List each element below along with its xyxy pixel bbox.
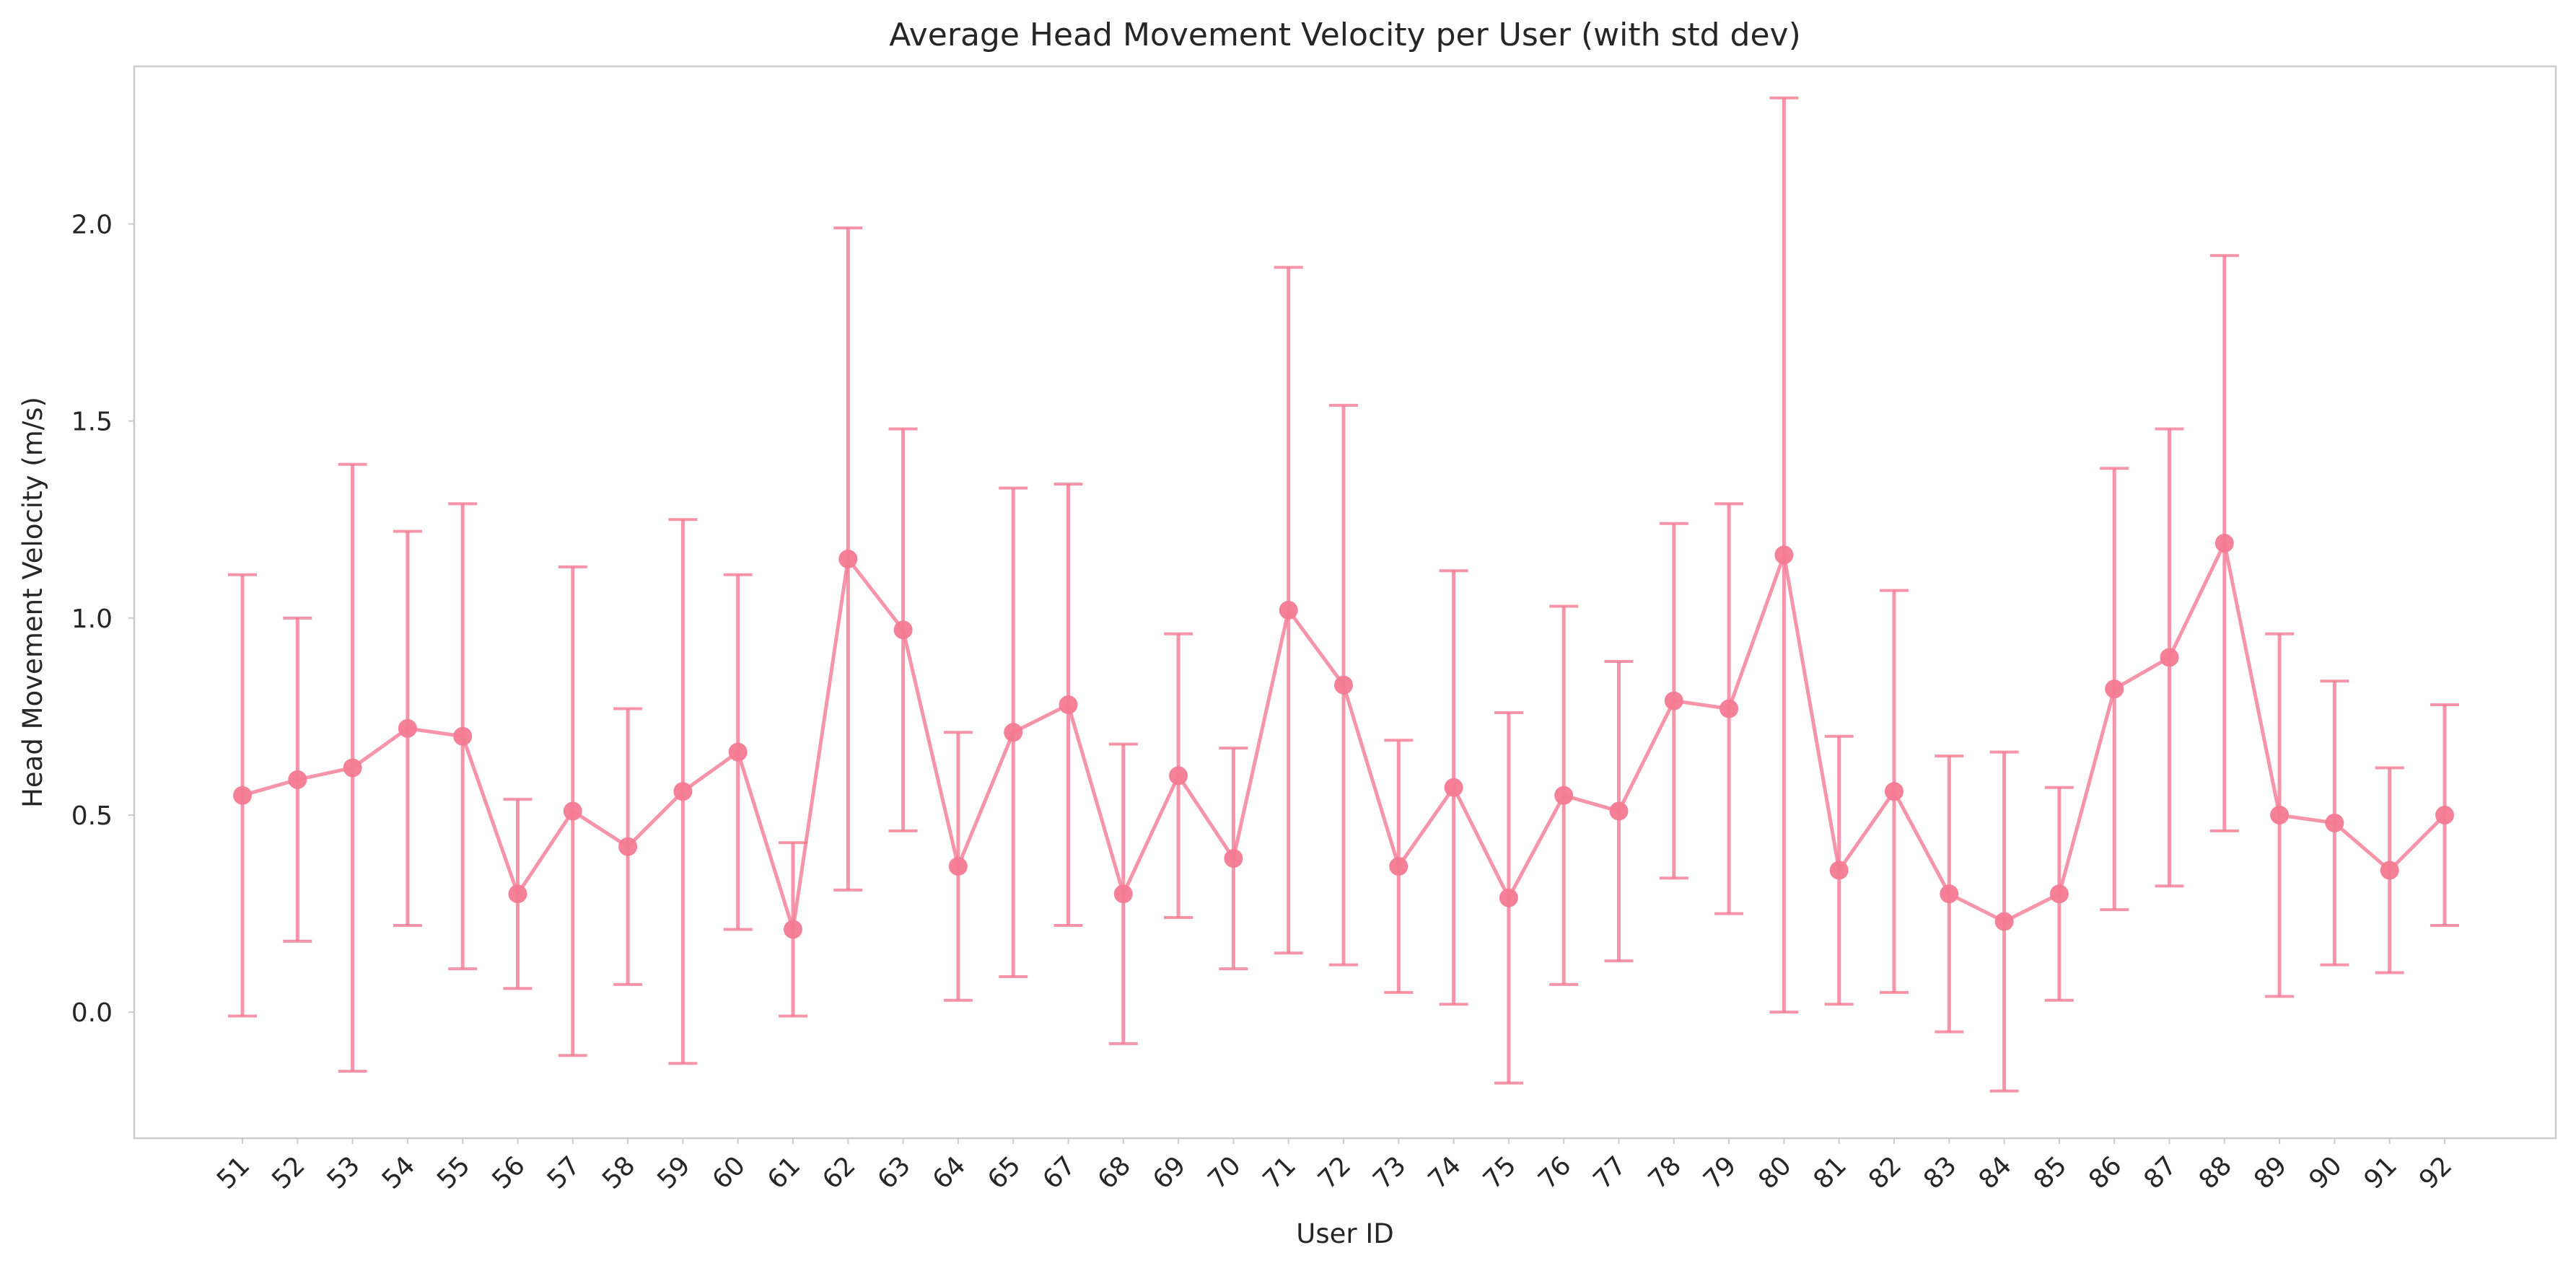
x-tick-label: 83	[1918, 1150, 1962, 1194]
x-tick-label: 82	[1863, 1150, 1907, 1194]
data-point	[1279, 600, 1298, 620]
data-point	[2049, 884, 2069, 904]
data-point	[1719, 699, 1739, 718]
x-tick-label: 88	[2194, 1150, 2238, 1194]
x-tick-label: 89	[2248, 1150, 2292, 1194]
x-tick-label: 76	[1533, 1150, 1577, 1194]
x-tick-label: 90	[2303, 1150, 2347, 1194]
data-point	[1609, 801, 1629, 821]
error-bars	[228, 96, 2459, 1093]
data-point	[673, 782, 693, 801]
x-axis-label: User ID	[1296, 1218, 1394, 1249]
y-ticks: 0.0 0.5 1.0 1.5 2.0	[71, 211, 134, 1028]
data-point	[288, 770, 307, 789]
x-tick-label: 92	[2414, 1150, 2458, 1194]
x-tick-label: 64	[927, 1150, 971, 1194]
x-tick-label: 73	[1367, 1150, 1411, 1194]
x-tick-label: 75	[1478, 1150, 1522, 1194]
x-ticks: 51 52 53 54 55 56 57 58 59 60 61 62 63 64 65 67 68 69 70 71…	[211, 1138, 2458, 1195]
x-tick-label: 84	[1973, 1150, 2018, 1194]
data-points	[233, 534, 2454, 939]
data-point	[1885, 782, 1903, 801]
x-tick-label: 80	[1753, 1150, 1797, 1194]
x-tick-label: 74	[1423, 1150, 1467, 1194]
data-point	[2325, 813, 2344, 832]
data-point	[563, 801, 582, 821]
x-tick-label: 59	[652, 1150, 696, 1194]
x-tick-label: 62	[817, 1150, 861, 1194]
data-point	[618, 837, 638, 856]
data-point	[508, 884, 527, 904]
x-tick-label: 85	[2028, 1150, 2072, 1194]
x-tick-label: 69	[1147, 1150, 1191, 1194]
data-point	[2380, 861, 2399, 880]
y-tick-label: 1.5	[71, 408, 113, 437]
data-point	[1554, 786, 1574, 805]
y-tick-label: 0.5	[71, 801, 113, 831]
x-tick-label: 77	[1587, 1150, 1631, 1194]
data-point	[1004, 723, 1023, 742]
y-tick-label: 1.0	[71, 604, 113, 634]
x-tick-label: 70	[1202, 1150, 1246, 1194]
chart-title: Average Head Movement Velocity per User …	[889, 17, 1801, 53]
data-point	[1829, 861, 1849, 880]
y-tick-label: 2.0	[71, 211, 113, 240]
data-point	[1334, 675, 1353, 695]
x-tick-label: 87	[2138, 1150, 2182, 1194]
x-tick-label: 65	[982, 1150, 1026, 1194]
y-tick-label: 0.0	[71, 998, 113, 1028]
x-tick-label: 68	[1092, 1150, 1136, 1194]
x-tick-label: 81	[1808, 1150, 1852, 1194]
x-tick-label: 71	[1258, 1150, 1302, 1194]
data-point	[1389, 857, 1409, 876]
x-tick-label: 57	[542, 1150, 586, 1194]
data-point	[893, 620, 913, 640]
x-tick-label: 78	[1643, 1150, 1687, 1194]
x-tick-label: 55	[431, 1150, 476, 1194]
plot-frame	[133, 65, 2557, 1140]
data-point	[728, 742, 748, 762]
x-tick-label: 67	[1037, 1150, 1081, 1194]
x-tick-label: 52	[266, 1150, 310, 1194]
data-point	[1113, 884, 1133, 904]
data-point	[1224, 849, 1243, 868]
x-tick-label: 61	[762, 1150, 806, 1194]
x-tick-label: 60	[707, 1150, 751, 1194]
data-point	[233, 786, 252, 805]
data-point	[948, 857, 968, 876]
x-tick-label: 79	[1698, 1150, 1742, 1194]
x-tick-label: 56	[486, 1150, 530, 1194]
x-tick-label: 91	[2359, 1150, 2403, 1194]
data-point	[2435, 806, 2454, 825]
y-axis-label: Head Movement Velocity (m/s)	[17, 397, 48, 808]
data-point	[2105, 679, 2124, 699]
x-tick-label: 72	[1313, 1150, 1357, 1194]
data-point	[1774, 545, 1794, 565]
data-point	[2214, 534, 2234, 553]
x-tick-label: 51	[211, 1150, 255, 1194]
data-point	[1994, 912, 2014, 931]
data-point	[2270, 806, 2290, 825]
x-tick-label: 63	[872, 1150, 916, 1194]
data-point	[1499, 888, 1518, 907]
data-point	[784, 920, 802, 939]
x-tick-label: 53	[322, 1150, 366, 1194]
data-point	[1059, 695, 1078, 715]
data-point	[2160, 648, 2179, 667]
data-point	[343, 758, 362, 778]
x-tick-label: 86	[2083, 1150, 2127, 1194]
x-tick-label: 54	[377, 1150, 421, 1194]
x-tick-label: 58	[597, 1150, 641, 1194]
data-point	[1169, 766, 1188, 786]
data-point	[1664, 691, 1683, 710]
data-point	[1444, 778, 1463, 797]
data-point	[838, 549, 858, 568]
data-point	[398, 718, 417, 738]
data-point	[453, 726, 473, 746]
data-point	[1940, 884, 1959, 904]
